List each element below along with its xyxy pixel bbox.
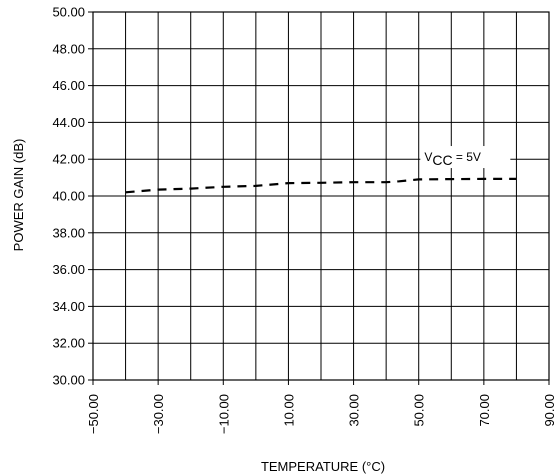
- x-tick-label: −30.00: [151, 394, 166, 434]
- y-tick-label: 40.00: [52, 189, 85, 204]
- x-tick-label: 30.00: [347, 394, 362, 427]
- y-tick-label: 46.00: [52, 78, 85, 93]
- vcc-annotation: VCC = 5V: [424, 150, 481, 168]
- annotation-bg: [420, 146, 511, 169]
- y-tick-label: 50.00: [52, 5, 85, 20]
- y-tick-label: 36.00: [52, 262, 85, 277]
- y-tick-labels: 30.00 32.00 34.00 36.00 38.00 40.00 42.00 44.00…: [52, 5, 85, 388]
- axes: [88, 11, 550, 385]
- x-tick-label: −10.00: [216, 394, 231, 434]
- y-tick-label: 44.00: [52, 115, 85, 130]
- series-group: [125, 177, 517, 194]
- x-tick-label: 50.00: [412, 394, 427, 427]
- y-tick-label: 34.00: [52, 299, 85, 314]
- x-tick-label: 90.00: [542, 394, 557, 427]
- y-tick-label: 32.00: [52, 336, 85, 351]
- x-tick-label: 70.00: [477, 394, 492, 427]
- x-tick-label: 10.00: [281, 394, 296, 427]
- y-tick-label: 38.00: [52, 225, 85, 240]
- x-tick-label: −50.00: [86, 394, 101, 434]
- grid-lines: [93, 12, 549, 380]
- y-tick-label: 42.00: [52, 152, 85, 167]
- y-tick-label: 30.00: [52, 373, 85, 388]
- series-line: [125, 177, 517, 194]
- y-axis-label: POWER GAIN (dB): [11, 139, 26, 252]
- x-tick-labels: −50.00 −30.00 −10.00 10.00 30.00 50.00 70.00 90…: [86, 394, 557, 434]
- x-axis-label: TEMPERATURE (°C): [261, 459, 385, 474]
- y-tick-label: 48.00: [52, 41, 85, 56]
- annotations-group: VCC = 5V: [420, 146, 511, 169]
